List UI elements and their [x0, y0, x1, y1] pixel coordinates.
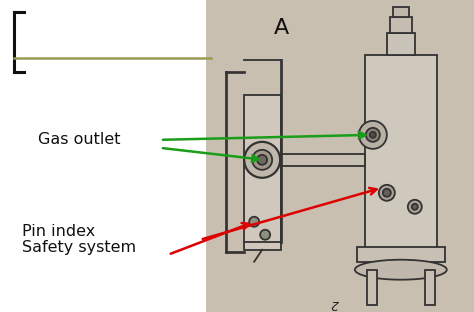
Circle shape [260, 230, 270, 240]
Circle shape [366, 128, 380, 142]
Circle shape [359, 121, 387, 149]
Text: A: A [273, 18, 289, 38]
Circle shape [412, 204, 418, 210]
Circle shape [252, 150, 272, 170]
FancyBboxPatch shape [367, 270, 377, 305]
Circle shape [383, 189, 391, 197]
Circle shape [249, 217, 259, 227]
Text: Gas outlet: Gas outlet [38, 132, 121, 147]
Text: Pin index: Pin index [22, 224, 95, 239]
FancyBboxPatch shape [425, 270, 435, 305]
Ellipse shape [355, 260, 447, 280]
Text: Safety system: Safety system [22, 240, 137, 255]
Bar [206, 0, 474, 312]
FancyBboxPatch shape [357, 247, 445, 262]
FancyBboxPatch shape [281, 154, 365, 166]
Text: 2: 2 [331, 297, 339, 310]
FancyBboxPatch shape [390, 17, 412, 33]
Circle shape [370, 132, 376, 138]
Circle shape [379, 185, 395, 201]
Circle shape [244, 142, 280, 178]
Circle shape [408, 200, 422, 214]
FancyBboxPatch shape [244, 95, 281, 250]
FancyBboxPatch shape [365, 55, 437, 262]
Circle shape [257, 155, 267, 165]
FancyBboxPatch shape [393, 7, 409, 17]
Bar [0, 0, 206, 312]
FancyBboxPatch shape [387, 33, 415, 55]
